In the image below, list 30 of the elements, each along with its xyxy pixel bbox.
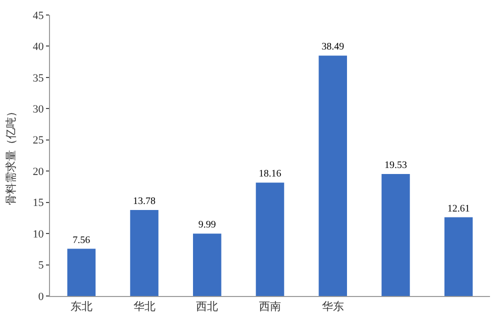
y-tick-label: 35 xyxy=(32,72,44,84)
data-label: 9.99 xyxy=(198,220,216,231)
data-label: 18.16 xyxy=(258,168,282,180)
data-label: 13.78 xyxy=(133,196,156,207)
y-tick-label: 10 xyxy=(32,228,44,240)
data-label: 7.56 xyxy=(72,234,90,246)
x-tick-label: 西南 xyxy=(259,300,281,314)
bar xyxy=(193,234,222,296)
y-tick-label: 15 xyxy=(32,197,44,210)
y-tick-label: 25 xyxy=(32,134,44,147)
y-tick-label: 30 xyxy=(32,104,44,116)
x-tick-label: 东北 xyxy=(70,300,92,314)
y-tick-label: 0 xyxy=(38,290,44,303)
bar xyxy=(318,56,347,296)
bar xyxy=(67,248,96,296)
y-tick-label: 40 xyxy=(32,41,44,54)
y-axis-title: 骨料需求量（亿吨） xyxy=(4,106,18,205)
bar xyxy=(130,210,158,296)
data-label: 38.49 xyxy=(322,42,344,53)
bar xyxy=(256,182,284,296)
bar xyxy=(382,174,410,296)
y-tick-label: 5 xyxy=(38,260,44,272)
data-label: 19.53 xyxy=(384,160,407,172)
bar xyxy=(444,217,473,296)
x-tick-label: 华东 xyxy=(322,300,344,314)
y-tick-label: 45 xyxy=(32,10,44,22)
x-tick-label: 西北 xyxy=(196,300,218,314)
y-tick-label: 20 xyxy=(32,166,44,178)
x-tick-label: 华北 xyxy=(133,300,156,314)
data-label: 12.61 xyxy=(447,203,470,214)
